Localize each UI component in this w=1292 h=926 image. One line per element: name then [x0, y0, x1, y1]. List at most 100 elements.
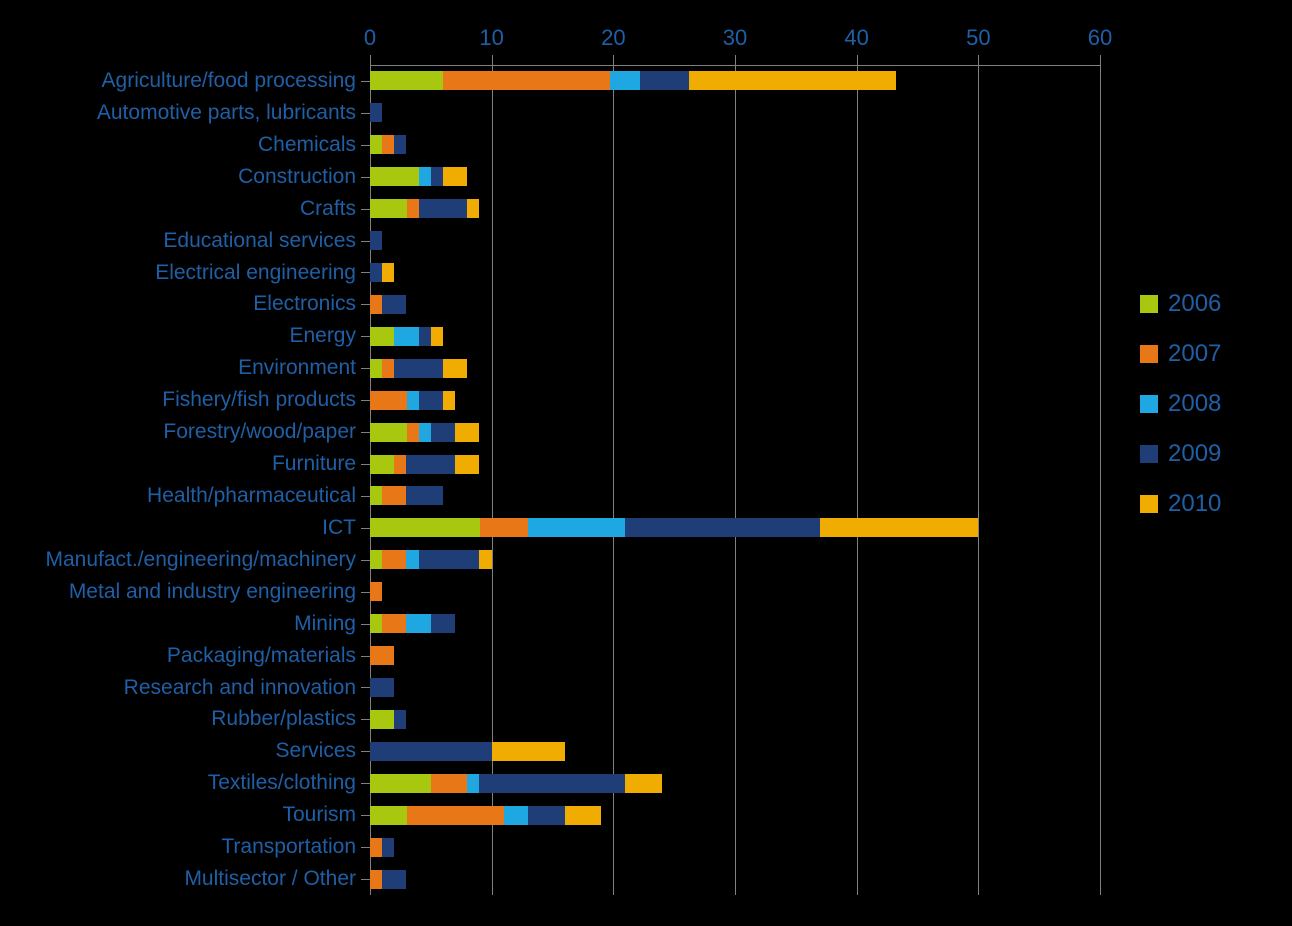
- category-label: Health/pharmaceutical: [147, 480, 356, 512]
- bar-segment: [443, 71, 610, 90]
- bar-segment: [382, 135, 394, 154]
- legend-swatch: [1140, 295, 1158, 313]
- bar-segment: [382, 359, 394, 378]
- bar-segment: [370, 231, 382, 250]
- category-row: Construction: [370, 161, 1100, 193]
- category-row: Transportation: [370, 831, 1100, 863]
- x-tick-label: 50: [966, 25, 990, 51]
- bar-segment: [407, 199, 419, 218]
- category-label: Metal and industry engineering: [69, 576, 356, 608]
- bar-segment: [382, 295, 406, 314]
- y-tick: [361, 368, 370, 369]
- bar: [370, 646, 394, 665]
- bar: [370, 518, 978, 537]
- legend-swatch: [1140, 445, 1158, 463]
- bar-segment: [370, 806, 407, 825]
- bar: [370, 870, 406, 889]
- x-tick: [857, 55, 858, 65]
- bar: [370, 263, 394, 282]
- legend-swatch: [1140, 495, 1158, 513]
- category-label: Forestry/wood/paper: [163, 416, 356, 448]
- bar-segment: [370, 550, 382, 569]
- bar-segment: [455, 423, 479, 442]
- bar-segment: [625, 518, 820, 537]
- bar: [370, 103, 382, 122]
- bar: [370, 550, 492, 569]
- bar-segment: [370, 359, 382, 378]
- category-row: Research and innovation: [370, 672, 1100, 704]
- y-tick: [361, 241, 370, 242]
- bar-segment: [370, 327, 394, 346]
- bar-segment: [382, 263, 394, 282]
- bar: [370, 135, 406, 154]
- y-tick: [361, 751, 370, 752]
- bar-segment: [394, 710, 406, 729]
- bar-segment: [370, 199, 407, 218]
- bar-segment: [431, 423, 455, 442]
- x-tick-label: 20: [601, 25, 625, 51]
- bar-segment: [431, 774, 468, 793]
- bar-segment: [370, 614, 382, 633]
- x-tick-label: 10: [479, 25, 503, 51]
- category-row: Electronics: [370, 288, 1100, 320]
- y-tick: [361, 304, 370, 305]
- y-tick: [361, 624, 370, 625]
- legend-swatch: [1140, 345, 1158, 363]
- x-tick-label: 60: [1088, 25, 1112, 51]
- legend-item: 2008: [1140, 390, 1221, 418]
- legend-item: 2007: [1140, 340, 1221, 368]
- bar-segment: [394, 455, 406, 474]
- bar-segment: [370, 423, 407, 442]
- bar-segment: [406, 486, 443, 505]
- category-row: Crafts: [370, 193, 1100, 225]
- bar-segment: [443, 391, 455, 410]
- bar-segment: [419, 391, 443, 410]
- bar: [370, 774, 662, 793]
- bar-segment: [370, 582, 382, 601]
- bar: [370, 678, 394, 697]
- category-row: Health/pharmaceutical: [370, 480, 1100, 512]
- bar: [370, 423, 479, 442]
- y-tick: [361, 496, 370, 497]
- bar-segment: [689, 71, 896, 90]
- bar-segment: [370, 455, 394, 474]
- bar: [370, 199, 479, 218]
- x-tick: [735, 55, 736, 65]
- bar-segment: [407, 806, 504, 825]
- bar: [370, 295, 406, 314]
- bar-segment: [382, 486, 406, 505]
- bar-segment: [370, 646, 394, 665]
- bar-segment: [455, 455, 479, 474]
- y-tick: [361, 815, 370, 816]
- bar-segment: [419, 199, 468, 218]
- y-tick: [361, 145, 370, 146]
- category-label: Construction: [238, 161, 356, 193]
- legend-item: 2009: [1140, 440, 1221, 468]
- legend-item: 2010: [1140, 490, 1221, 518]
- category-row: Multisector / Other: [370, 863, 1100, 895]
- bar: [370, 455, 479, 474]
- category-row: Textiles/clothing: [370, 767, 1100, 799]
- bar-segment: [382, 870, 406, 889]
- category-row: Agriculture/food processing: [370, 65, 1100, 97]
- category-row: Metal and industry engineering: [370, 576, 1100, 608]
- category-label: Energy: [289, 320, 356, 352]
- category-label: Crafts: [300, 193, 356, 225]
- y-tick: [361, 592, 370, 593]
- bar-segment: [528, 518, 625, 537]
- category-row: Furniture: [370, 448, 1100, 480]
- category-row: Automotive parts, lubricants: [370, 97, 1100, 129]
- y-tick: [361, 113, 370, 114]
- y-tick: [361, 432, 370, 433]
- category-label: Multisector / Other: [184, 863, 356, 895]
- category-row: Packaging/materials: [370, 640, 1100, 672]
- y-tick: [361, 400, 370, 401]
- category-label: Textiles/clothing: [208, 767, 356, 799]
- bar-segment: [370, 518, 480, 537]
- bar-segment: [431, 167, 443, 186]
- legend-item: 2006: [1140, 290, 1221, 318]
- bar-segment: [443, 167, 467, 186]
- y-tick: [361, 719, 370, 720]
- legend-label: 2010: [1168, 490, 1221, 518]
- bar-segment: [820, 518, 978, 537]
